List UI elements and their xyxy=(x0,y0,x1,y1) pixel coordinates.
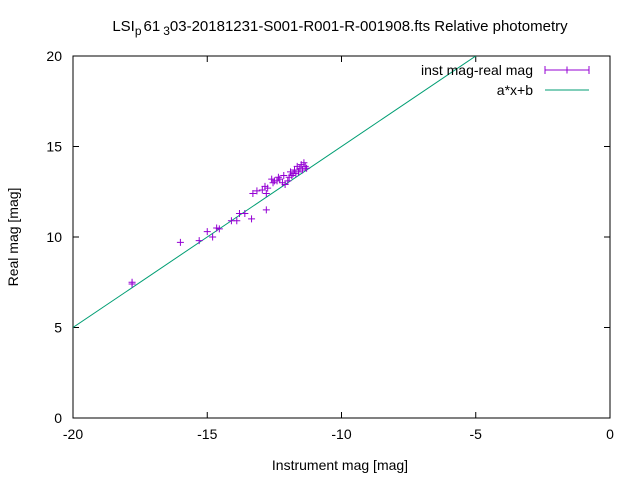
x-tick-label: -5 xyxy=(470,426,483,442)
data-point xyxy=(295,168,303,176)
data-point xyxy=(284,177,292,185)
legend-label-inst-mag: inst mag-real mag xyxy=(421,62,533,78)
data-point xyxy=(274,173,282,181)
data-point xyxy=(269,179,277,187)
y-tick-label: 0 xyxy=(54,410,62,426)
y-tick-label: 15 xyxy=(46,139,62,155)
data-point xyxy=(195,237,203,245)
data-point xyxy=(253,187,261,195)
data-point xyxy=(241,209,249,217)
data-point xyxy=(288,171,296,179)
data-point xyxy=(176,238,184,246)
y-tick-label: 20 xyxy=(46,48,62,64)
legend-marker-inst-mag xyxy=(563,66,571,74)
y-tick-label: 5 xyxy=(54,320,62,336)
fit-line xyxy=(73,56,477,328)
x-tick-label: 0 xyxy=(606,426,614,442)
data-point xyxy=(300,159,308,167)
data-point xyxy=(233,217,241,225)
data-point xyxy=(248,215,256,223)
data-point xyxy=(276,175,284,183)
x-tick-label: -10 xyxy=(331,426,351,442)
plot-area: -20 -15 -10 -5 0 0 5 10 15 20 inst mag-real mag a*x… xyxy=(46,48,614,442)
x-tick-label: -20 xyxy=(63,426,83,442)
x-axis-label: Instrument mag [mag] xyxy=(272,457,408,473)
x-tick-label: -15 xyxy=(197,426,217,442)
plot-frame xyxy=(72,55,611,419)
data-point xyxy=(258,186,266,194)
y-tick-label: 10 xyxy=(46,229,62,245)
data-point xyxy=(291,166,299,174)
data-point xyxy=(215,225,223,233)
data-point xyxy=(280,171,288,179)
data-point xyxy=(203,228,211,236)
data-point xyxy=(128,280,136,288)
data-point xyxy=(299,166,307,174)
data-point xyxy=(301,162,309,170)
data-point xyxy=(262,190,270,198)
legend-label-fit: a*x+b xyxy=(497,82,533,98)
data-point xyxy=(209,233,217,241)
chart-title: LSIp 61 303-20181231-S001-R001-R-001908.ft… xyxy=(112,18,568,38)
data-point xyxy=(264,184,272,192)
y-axis-label: Real mag [mag] xyxy=(5,188,21,287)
data-point xyxy=(281,181,289,189)
data-point xyxy=(262,206,270,214)
data-point xyxy=(249,190,257,198)
data-point xyxy=(303,164,311,172)
